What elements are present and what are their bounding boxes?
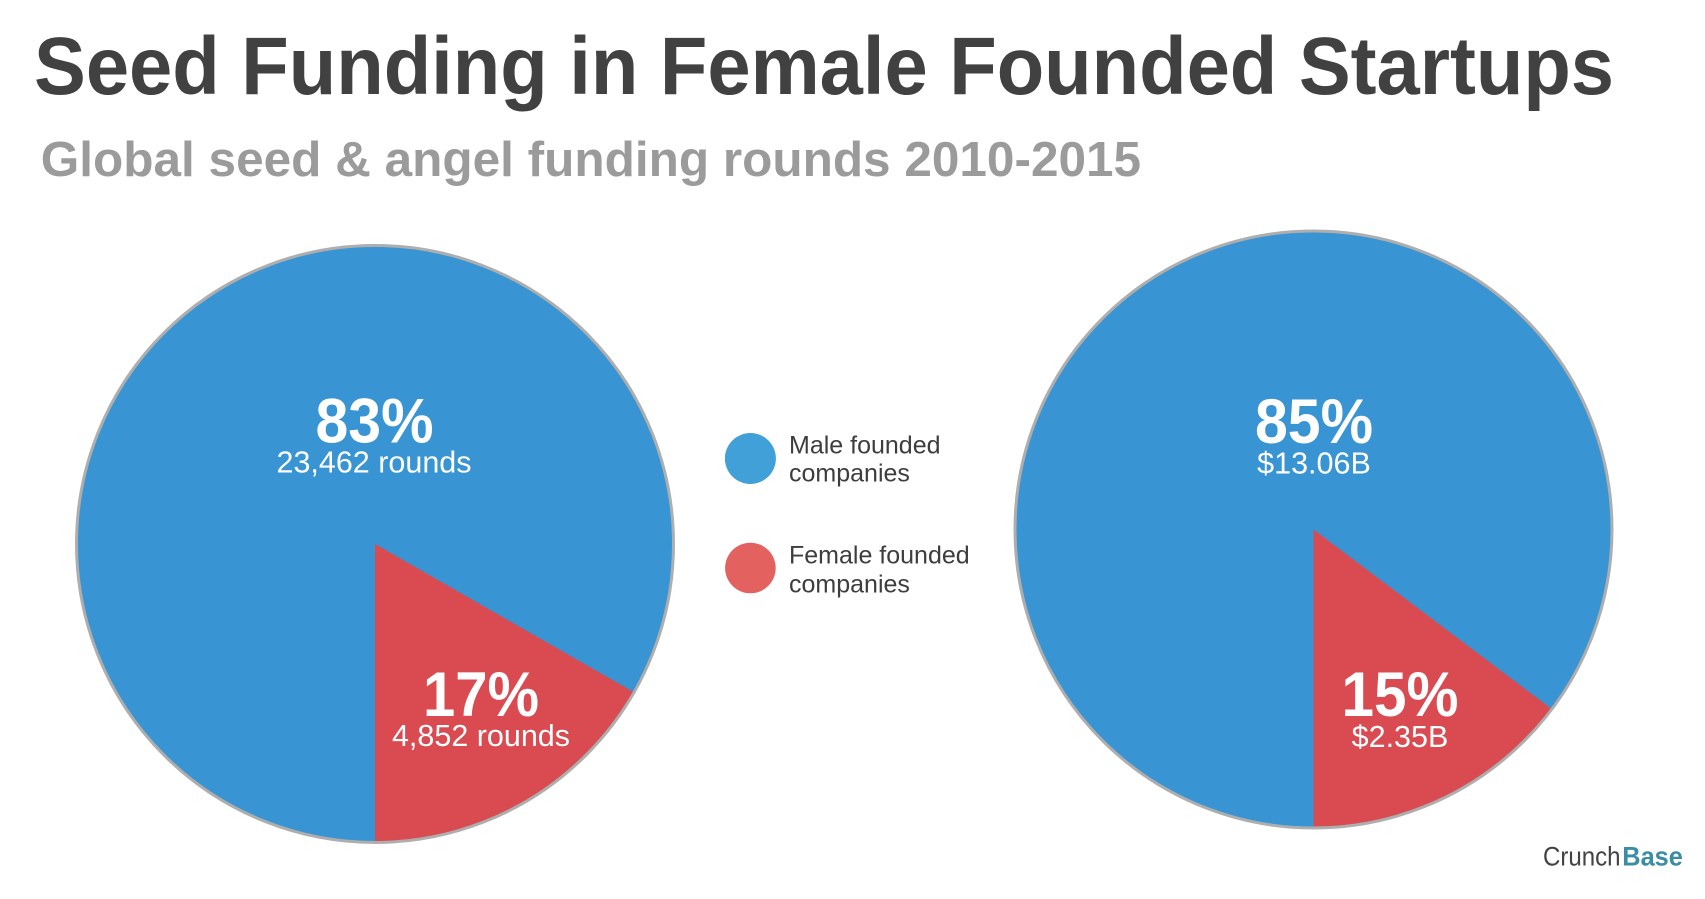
svg-text:4,852 rounds: 4,852 rounds bbox=[392, 719, 570, 753]
svg-text:Global seed & angel funding ro: Global seed & angel funding rounds 2010-… bbox=[41, 132, 1141, 187]
svg-text:17%: 17% bbox=[423, 660, 539, 730]
svg-text:Female founded: Female founded bbox=[789, 541, 970, 569]
svg-text:23,462 rounds: 23,462 rounds bbox=[276, 446, 471, 480]
svg-text:companies: companies bbox=[789, 570, 910, 598]
svg-text:$13.06B: $13.06B bbox=[1257, 447, 1371, 481]
svg-text:Crunch: Crunch bbox=[1543, 842, 1621, 872]
svg-text:Seed Funding in Female Founded: Seed Funding in Female Founded Startups bbox=[34, 21, 1614, 112]
svg-text:Base: Base bbox=[1622, 842, 1683, 872]
svg-text:83%: 83% bbox=[316, 387, 434, 457]
svg-text:Male founded: Male founded bbox=[789, 432, 941, 460]
svg-text:$2.35B: $2.35B bbox=[1352, 720, 1449, 754]
svg-text:85%: 85% bbox=[1255, 387, 1373, 457]
svg-text:15%: 15% bbox=[1342, 660, 1459, 730]
svg-text:companies: companies bbox=[789, 460, 910, 488]
